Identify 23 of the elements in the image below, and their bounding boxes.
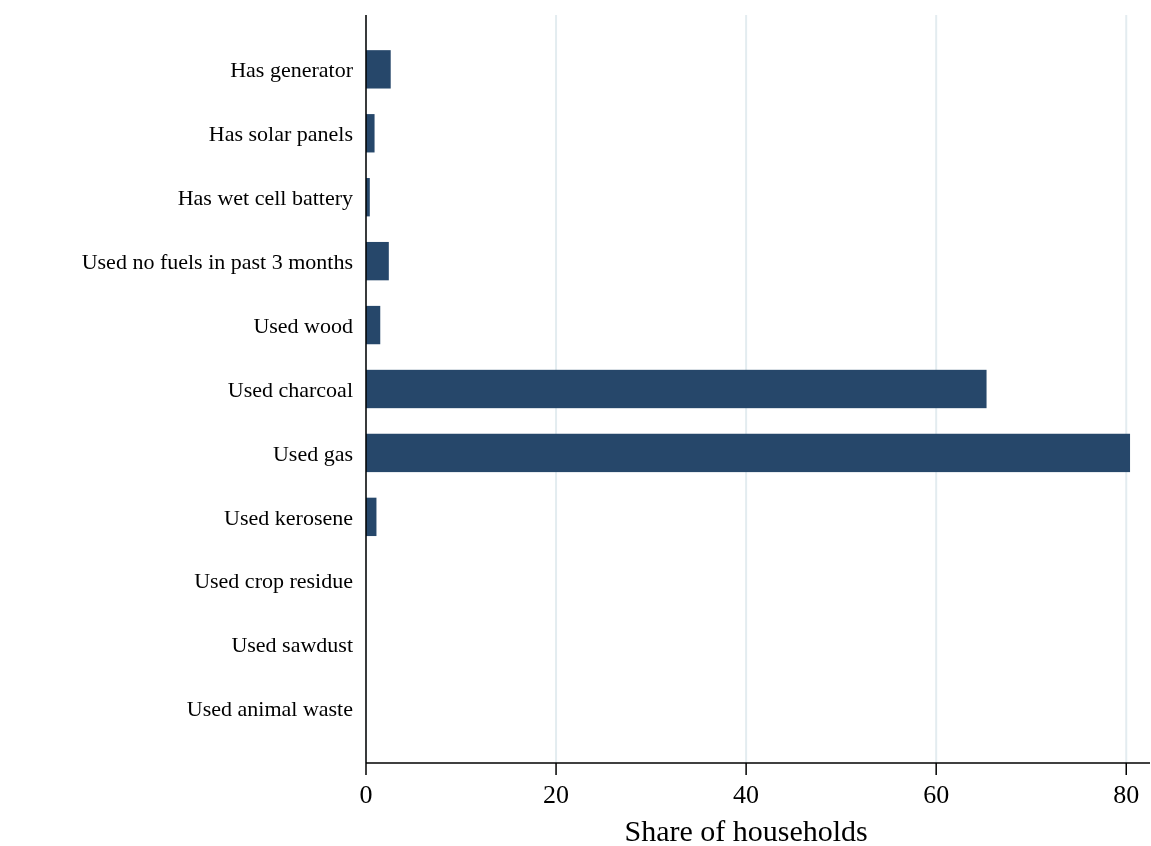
y-tick-label: Used crop residue — [194, 568, 353, 594]
y-tick-label: Used sawdust — [231, 632, 353, 658]
y-tick-label: Used charcoal — [227, 376, 353, 402]
y-tick-label: Has solar panels — [208, 120, 353, 146]
bar — [366, 114, 375, 153]
y-tick-label: Used kerosene — [224, 504, 353, 530]
x-tick-label: 0 — [359, 780, 373, 809]
y-tick-label: Has generator — [230, 57, 354, 83]
y-tick-label: Used no fuels in past 3 months — [81, 248, 353, 274]
y-tick-label: Has wet cell battery — [177, 184, 353, 210]
bar — [366, 241, 389, 281]
y-tick-label: Used gas — [272, 440, 353, 466]
x-tick-label: 40 — [733, 780, 760, 809]
bar — [366, 50, 391, 89]
bar — [366, 369, 987, 409]
bar — [366, 433, 1131, 473]
y-tick-label: Used animal waste — [186, 696, 353, 722]
y-tick-label: Used wood — [253, 312, 353, 338]
x-tick-label: 20 — [543, 780, 570, 809]
bar — [366, 305, 381, 345]
x-axis-title: Share of households — [624, 814, 868, 846]
x-tick-label: 60 — [923, 780, 950, 809]
x-tick-label: 80 — [1113, 780, 1140, 809]
